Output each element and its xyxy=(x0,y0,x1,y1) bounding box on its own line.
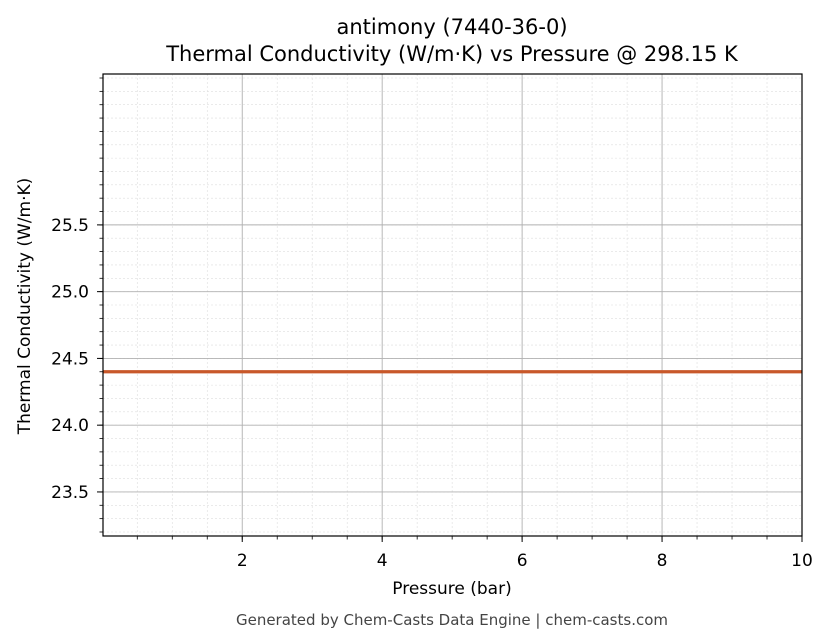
y-tick-label: 24.5 xyxy=(51,349,89,369)
major-gridlines xyxy=(103,74,802,536)
y-tick-label: 24.0 xyxy=(51,416,89,436)
chart-title: antimony (7440-36-0) xyxy=(336,15,567,39)
x-tick-label: 2 xyxy=(237,551,248,571)
y-axis-label: Thermal Conductivity (W/m·K) xyxy=(15,178,35,436)
x-axis-label: Pressure (bar) xyxy=(392,579,511,599)
x-tick-label: 8 xyxy=(657,551,668,571)
x-tick-label: 4 xyxy=(377,551,388,571)
axis-ticks xyxy=(97,77,803,542)
chart-subtitle: Thermal Conductivity (W/m·K) vs Pressure… xyxy=(165,42,739,66)
x-tick-label: 6 xyxy=(517,551,528,571)
minor-gridlines xyxy=(103,74,802,536)
y-tick-label: 25.5 xyxy=(51,216,89,236)
tick-labels: 2 4 6 8 10 23.5 24.0 24.5 25.0 25.5 xyxy=(51,216,813,571)
x-tick-label: 10 xyxy=(791,551,813,571)
footer-credit: Generated by Chem-Casts Data Engine | ch… xyxy=(236,611,668,629)
y-tick-label: 23.5 xyxy=(51,483,89,503)
y-tick-label: 25.0 xyxy=(51,283,89,303)
